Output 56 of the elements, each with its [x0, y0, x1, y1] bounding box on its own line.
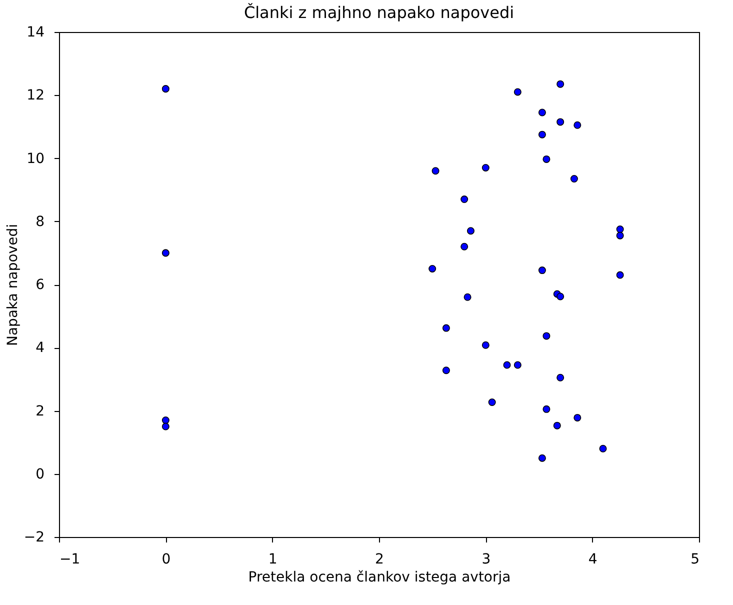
x-tick-label: −1 [60, 552, 80, 568]
point [466, 227, 474, 235]
y-tick-label: 8 [36, 214, 44, 230]
point [428, 264, 436, 272]
x-axis-title: Pretekla ocena člankov istega avtorja [248, 570, 511, 586]
y-axis-title: Napaka napovedi [4, 224, 21, 346]
point [574, 121, 582, 129]
point [162, 85, 170, 93]
y-tick-label: 2 [36, 403, 44, 420]
point [538, 454, 546, 462]
point [556, 292, 564, 300]
point [460, 196, 468, 204]
y-tick-label: 0 [36, 466, 44, 482]
y-tick-label: 6 [36, 277, 45, 293]
point [432, 167, 440, 175]
point [599, 444, 607, 452]
y-tick-label: 12 [26, 88, 44, 104]
x-tick-label: 3 [482, 552, 491, 568]
point [538, 130, 546, 138]
point [570, 175, 578, 183]
point [556, 374, 564, 382]
point [556, 80, 564, 88]
point [538, 266, 546, 274]
point [162, 422, 170, 430]
x-tick-label: 5 [690, 552, 700, 568]
point [482, 341, 490, 349]
y-tick-label: 10 [26, 150, 44, 167]
x-tick-label: 2 [375, 552, 384, 568]
y-tick-label: 14 [26, 24, 45, 40]
x-tick-label: 0 [162, 552, 171, 568]
point [464, 293, 472, 301]
point [553, 422, 561, 430]
point [514, 361, 522, 369]
point [162, 249, 170, 257]
y-tick-label: −2 [24, 530, 44, 546]
point [488, 398, 496, 406]
point [616, 232, 624, 240]
point [616, 271, 624, 279]
point [514, 88, 522, 96]
point [538, 108, 546, 116]
point [542, 332, 550, 340]
point [542, 405, 550, 413]
point [482, 164, 490, 172]
point [442, 324, 450, 332]
chart-title: Članki z majhno napako napovedi [244, 3, 514, 22]
point [542, 155, 550, 163]
x-tick-label: 4 [588, 552, 598, 568]
point [574, 414, 582, 422]
x-tick-label: 1 [268, 552, 278, 568]
point [503, 361, 511, 369]
y-tick-label: 4 [36, 340, 45, 356]
point [556, 118, 564, 126]
point [460, 242, 468, 250]
point [442, 366, 450, 374]
point [616, 226, 624, 234]
point [162, 416, 170, 424]
